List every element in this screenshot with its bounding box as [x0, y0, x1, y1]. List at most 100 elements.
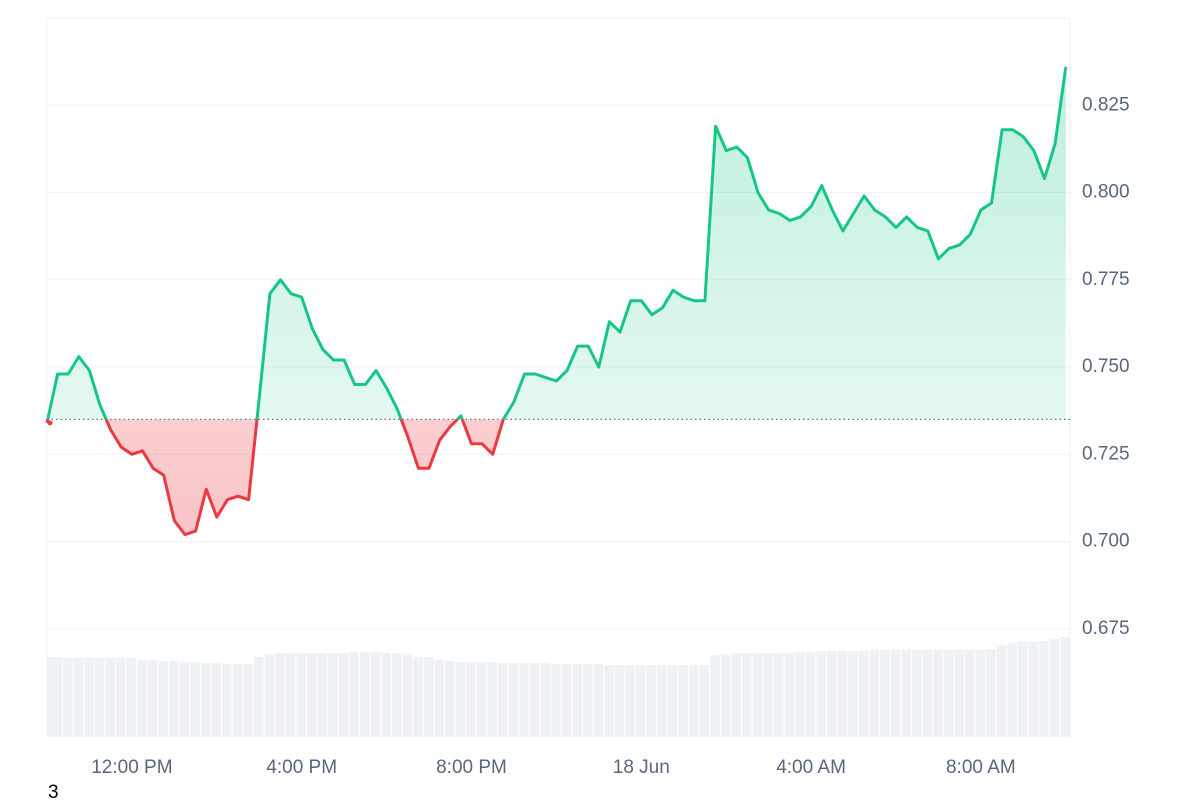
volume-bar	[402, 654, 413, 737]
volume-bar	[954, 650, 964, 737]
y-tick-label: 0.800	[1082, 182, 1130, 203]
x-tick-label: 4:00 AM	[776, 757, 846, 778]
x-tick-label: 8:00 AM	[946, 757, 1016, 778]
volume-bar	[264, 654, 275, 737]
volume-bar	[795, 652, 805, 737]
volume-bar	[678, 665, 689, 737]
volume-bar	[52, 657, 62, 737]
volume-bar	[105, 658, 115, 737]
volume-bar	[307, 653, 317, 737]
y-tick-label: 0.725	[1082, 443, 1130, 464]
start-point	[47, 420, 53, 426]
volume-bar	[137, 660, 147, 737]
volume-bar	[62, 658, 73, 737]
volume-bar	[381, 653, 391, 737]
volume-bar	[996, 645, 1007, 737]
volume-bar	[689, 665, 699, 737]
volume-bar	[911, 650, 922, 737]
volume-bar	[667, 665, 678, 737]
volume-bar	[434, 660, 444, 737]
volume-bar	[47, 657, 57, 737]
volume-bar	[635, 665, 646, 737]
volume-bar	[413, 657, 423, 737]
volume-bar	[540, 663, 551, 737]
volume-bar	[476, 662, 487, 737]
volume-bar	[338, 653, 349, 737]
area-above	[47, 66, 1066, 420]
volume-bar	[328, 653, 338, 737]
corner-label: 3	[48, 782, 59, 800]
volume-bar	[572, 664, 582, 737]
volume-bar	[1060, 637, 1070, 737]
volume-bar	[869, 650, 880, 737]
volume-bar	[646, 665, 657, 737]
volume-bar	[147, 660, 158, 737]
volume-bar	[253, 657, 264, 737]
volume-bar	[943, 650, 954, 737]
volume-bar	[901, 650, 911, 737]
volume-bar	[699, 665, 710, 737]
volume-bar	[179, 662, 190, 737]
volume-bar	[498, 663, 508, 737]
volume-bar	[423, 657, 434, 737]
volume-bar	[487, 662, 498, 737]
volume-bar	[115, 658, 126, 737]
volume-bar	[848, 651, 858, 737]
volume-bar	[657, 665, 667, 737]
area-below	[47, 419, 504, 535]
volume-bar	[190, 662, 200, 737]
volume-bar	[232, 664, 243, 737]
price-line	[46, 66, 1068, 420]
volume-bar	[211, 663, 222, 737]
volume-bar	[880, 650, 890, 737]
volume-bar	[890, 650, 901, 737]
volume-bar	[784, 653, 795, 737]
volume-bar	[731, 653, 742, 737]
volume-bar	[858, 651, 869, 737]
y-tick-label: 0.775	[1082, 269, 1130, 290]
volume-bar	[296, 653, 306, 737]
volume-bar	[360, 652, 370, 737]
volume-bar	[349, 652, 360, 737]
volume-bar	[816, 651, 826, 737]
volume-bar	[1007, 643, 1017, 737]
x-tick-label: 18 Jun	[613, 757, 670, 778]
volume-bar	[1018, 642, 1028, 737]
volume-bar	[317, 653, 328, 737]
price-line-below	[45, 419, 506, 537]
volume-bar	[773, 653, 784, 737]
volume-bar	[625, 665, 635, 737]
volume-bar	[710, 655, 720, 737]
volume-bar	[561, 664, 572, 737]
volume-bar	[742, 653, 752, 737]
volume-bar	[84, 658, 94, 737]
y-tick-label: 0.750	[1082, 356, 1130, 377]
x-tick-label: 4:00 PM	[266, 757, 337, 778]
y-tick-label: 0.675	[1082, 618, 1130, 639]
volume-bar	[73, 658, 84, 737]
volume-bar	[169, 661, 179, 737]
volume-bar	[582, 664, 593, 737]
volume-bar	[508, 663, 519, 737]
volume-bar	[593, 664, 604, 737]
volume-bar	[763, 653, 773, 737]
x-tick-label: 8:00 PM	[436, 757, 507, 778]
volume-bar	[391, 653, 402, 737]
volume-bar	[94, 658, 105, 737]
volume-bar	[275, 653, 285, 737]
volume-bar	[529, 663, 540, 737]
volume-bar	[614, 665, 625, 737]
volume-bar	[1028, 642, 1039, 737]
volume-bar	[975, 650, 986, 737]
volume-bar	[805, 652, 816, 737]
volume-bar	[126, 658, 137, 737]
volume-bar	[222, 664, 232, 737]
x-tick-label: 12:00 PM	[91, 757, 172, 778]
y-tick-label: 0.825	[1082, 94, 1130, 115]
volume-bar	[158, 661, 169, 737]
volume-bar	[964, 650, 975, 737]
volume-bar	[1049, 639, 1060, 737]
volume-bar	[922, 650, 933, 737]
